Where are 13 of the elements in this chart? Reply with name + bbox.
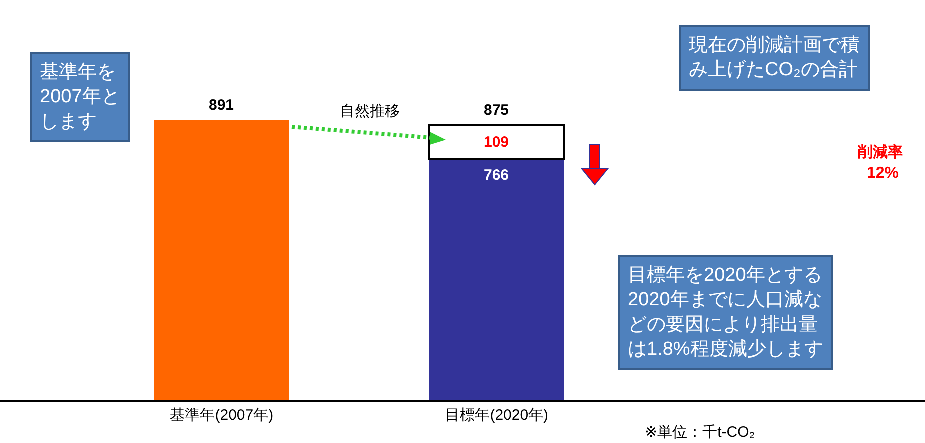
- text: 現在の削減計画で積み上げたCO₂の合計: [689, 35, 860, 81]
- data-label: 891: [209, 97, 234, 114]
- x-tick-label: 基準年(2007年): [170, 407, 274, 424]
- annotation: 目標年を2020年とする2020年までに人口減などの要因により排出量は1.8%程度減少します: [628, 265, 824, 360]
- x-tick-label: 目標年(2020年): [445, 407, 549, 424]
- data-label: 109: [484, 134, 510, 151]
- data-label: 766: [484, 167, 510, 184]
- text: 削減率: [857, 143, 903, 161]
- text: 12%: [867, 165, 900, 182]
- annotation: 基準年を2007年とします: [40, 62, 120, 132]
- annotation: 自然推移: [340, 103, 400, 120]
- total-label: 875: [484, 102, 510, 119]
- text: ※単位：千t-CO₂: [645, 424, 756, 441]
